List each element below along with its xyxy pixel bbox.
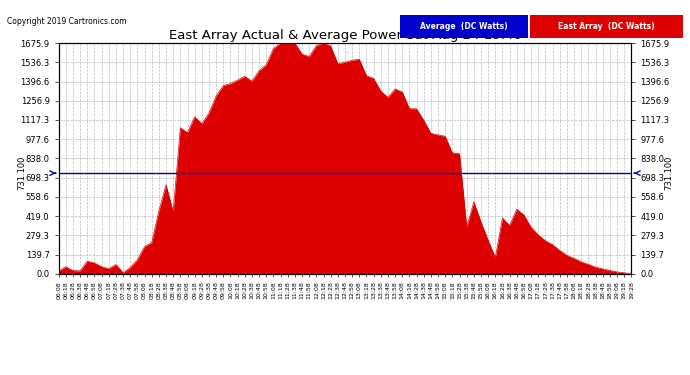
- Title: East Array Actual & Average Power Sat Aug 24 19:40: East Array Actual & Average Power Sat Au…: [168, 29, 522, 42]
- Text: Copyright 2019 Cartronics.com: Copyright 2019 Cartronics.com: [7, 17, 126, 26]
- Text: Average  (DC Watts): Average (DC Watts): [420, 22, 508, 31]
- Text: East Array  (DC Watts): East Array (DC Watts): [558, 22, 655, 31]
- Text: 731.100: 731.100: [17, 156, 26, 190]
- Bar: [531, 15, 683, 38]
- Text: 731.100: 731.100: [664, 156, 673, 190]
- Bar: [400, 15, 527, 38]
